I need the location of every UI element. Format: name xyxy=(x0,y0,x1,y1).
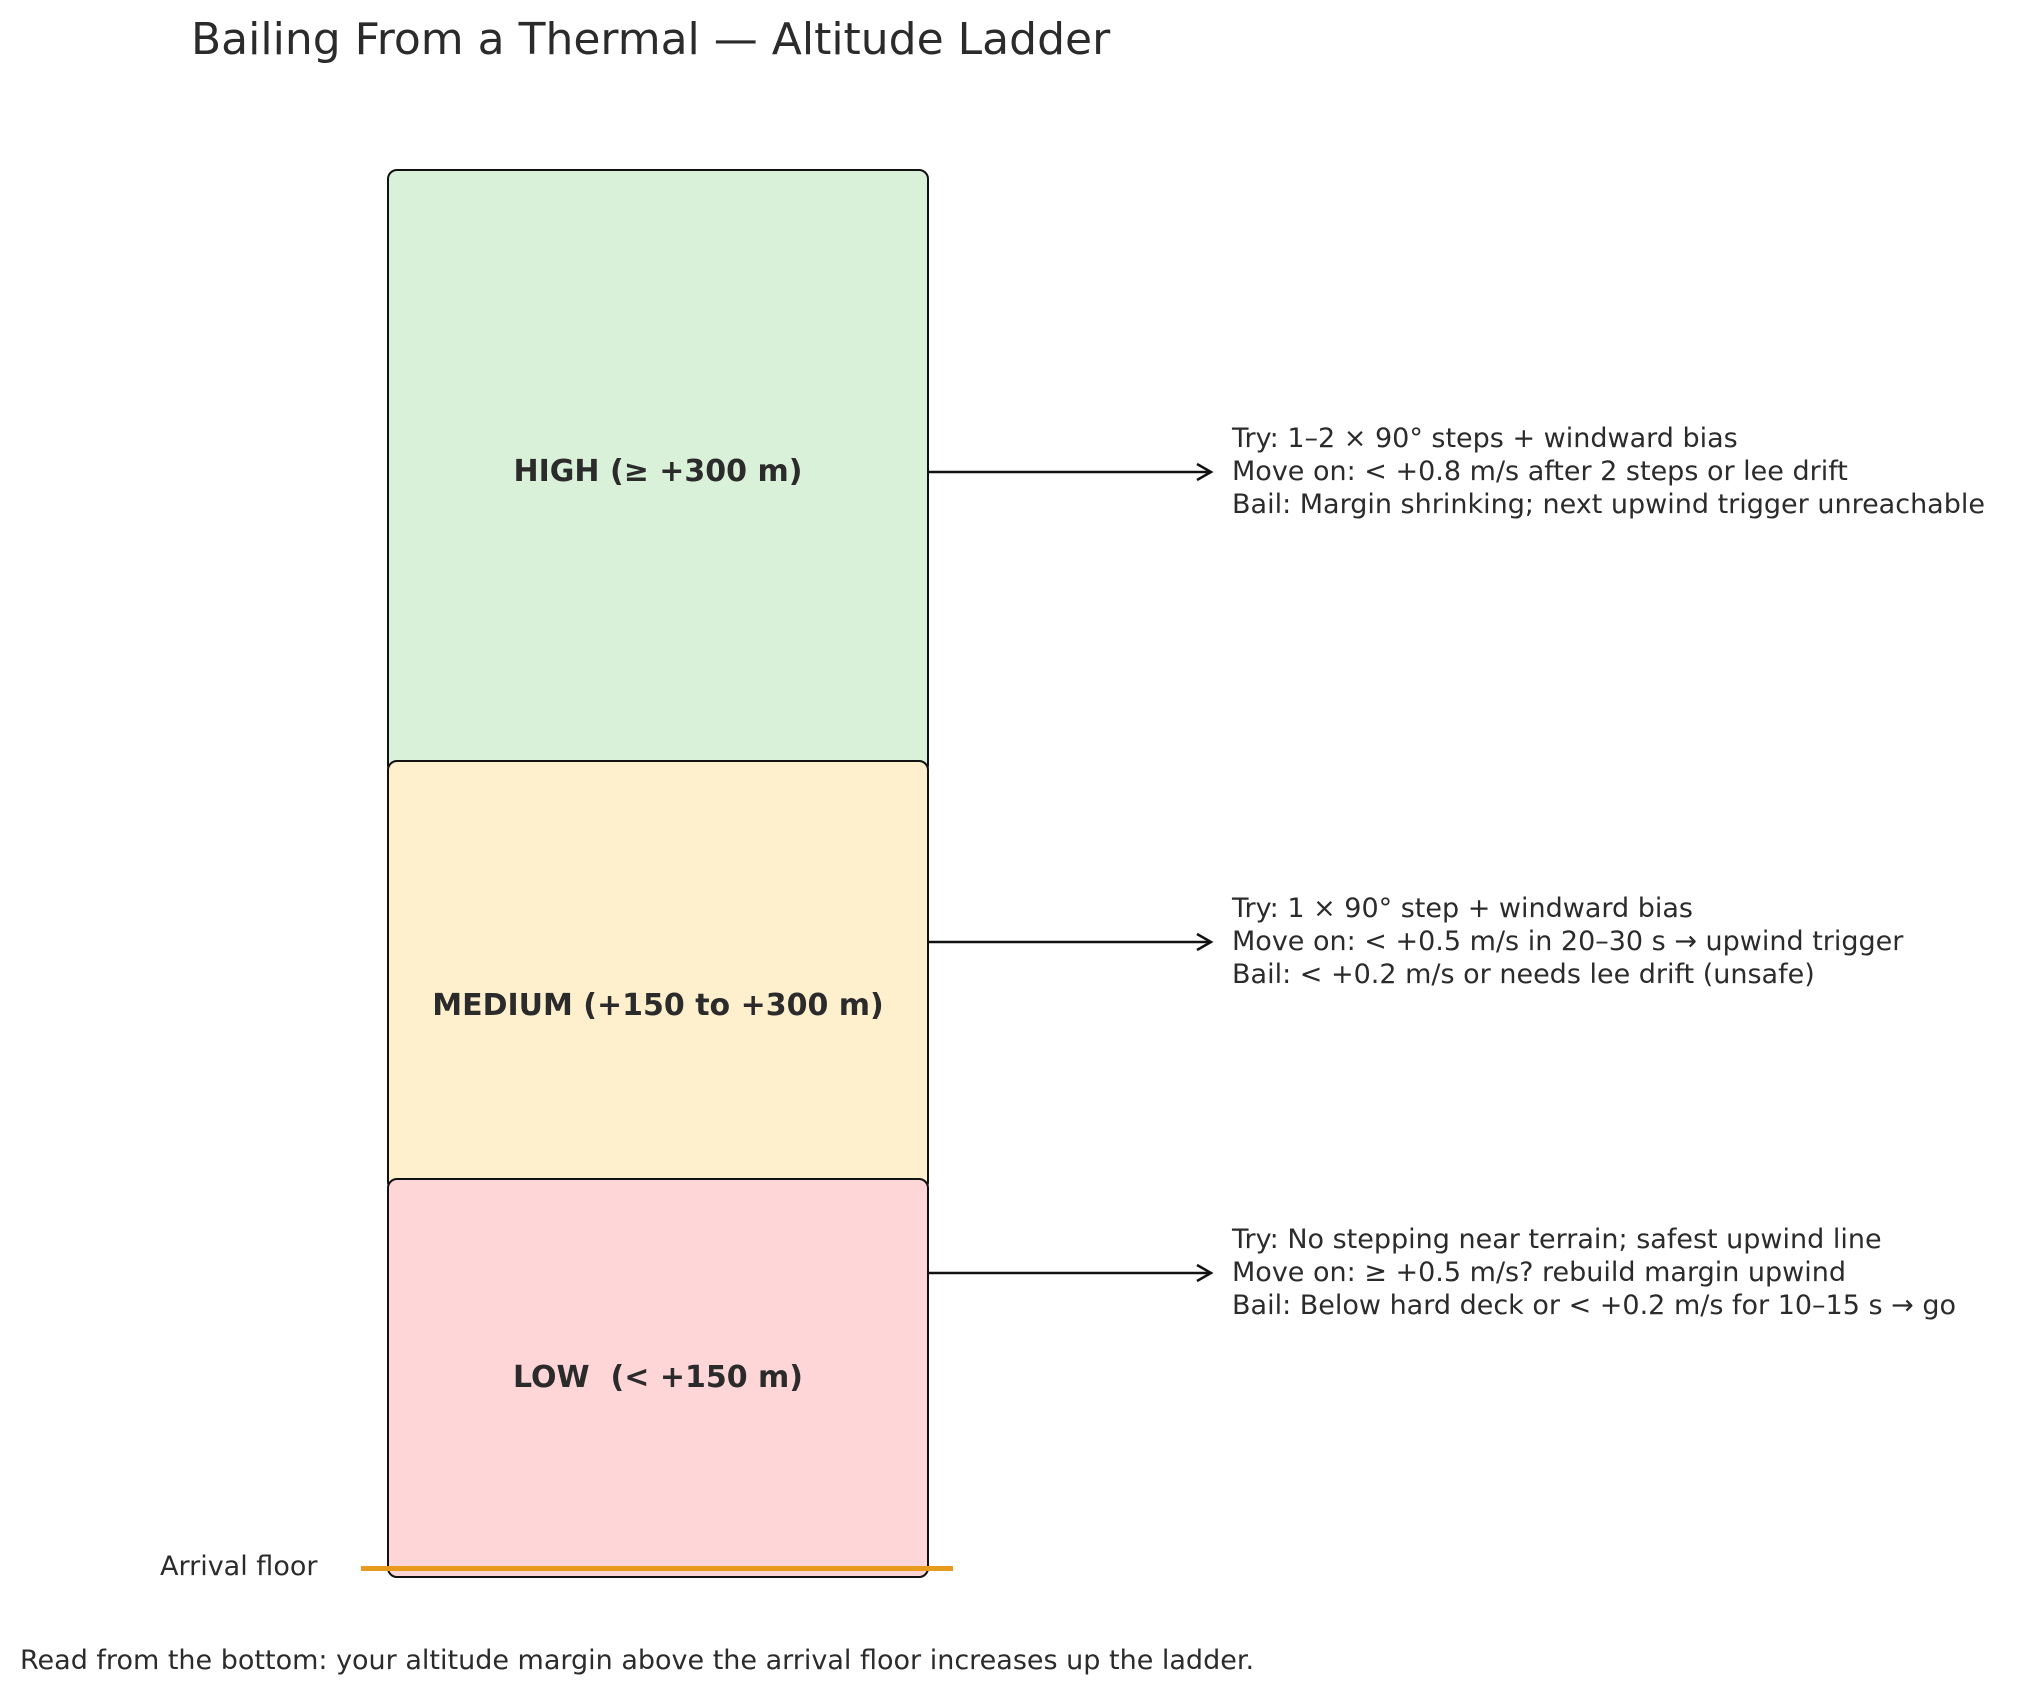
notes-high: Try: 1–2 × 90° steps + windward bias Mov… xyxy=(1232,422,1985,521)
note-high-try: Try: 1–2 × 90° steps + windward bias xyxy=(1232,423,1738,454)
band-high: HIGH (≥ +300 m) xyxy=(387,169,929,775)
arrow-low-icon xyxy=(929,1263,1214,1283)
diagram-title: Bailing From a Thermal — Altitude Ladder xyxy=(191,14,1111,65)
note-medium-move-on: Move on: < +0.5 m/s in 20–30 s → upwind … xyxy=(1232,926,1904,957)
arrival-floor-line xyxy=(361,1566,953,1571)
note-high-move-on: Move on: < +0.8 m/s after 2 steps or lee… xyxy=(1232,456,1848,487)
note-low-try: Try: No stepping near terrain; safest up… xyxy=(1232,1224,1882,1255)
arrival-floor-label: Arrival floor xyxy=(160,1551,318,1582)
notes-medium: Try: 1 × 90° step + windward bias Move o… xyxy=(1232,892,1903,991)
arrow-high-icon xyxy=(929,462,1214,482)
note-low-bail: Bail: Below hard deck or < +0.2 m/s for … xyxy=(1232,1290,1957,1321)
band-low: LOW (< +150 m) xyxy=(387,1178,929,1578)
band-high-label: HIGH (≥ +300 m) xyxy=(513,454,803,489)
band-low-label: LOW (< +150 m) xyxy=(513,1360,803,1395)
arrow-medium-icon xyxy=(929,932,1214,952)
footnote: Read from the bottom: your altitude marg… xyxy=(20,1645,1255,1676)
note-medium-bail: Bail: < +0.2 m/s or needs lee drift (uns… xyxy=(1232,959,1815,990)
note-medium-try: Try: 1 × 90° step + windward bias xyxy=(1232,893,1693,924)
band-medium-label: MEDIUM (+150 to +300 m) xyxy=(432,988,884,1023)
note-low-move-on: Move on: ≥ +0.5 m/s? rebuild margin upwi… xyxy=(1232,1257,1847,1288)
notes-low: Try: No stepping near terrain; safest up… xyxy=(1232,1223,1956,1322)
band-medium: MEDIUM (+150 to +300 m) xyxy=(387,760,929,1192)
note-high-bail: Bail: Margin shrinking; next upwind trig… xyxy=(1232,489,1985,520)
